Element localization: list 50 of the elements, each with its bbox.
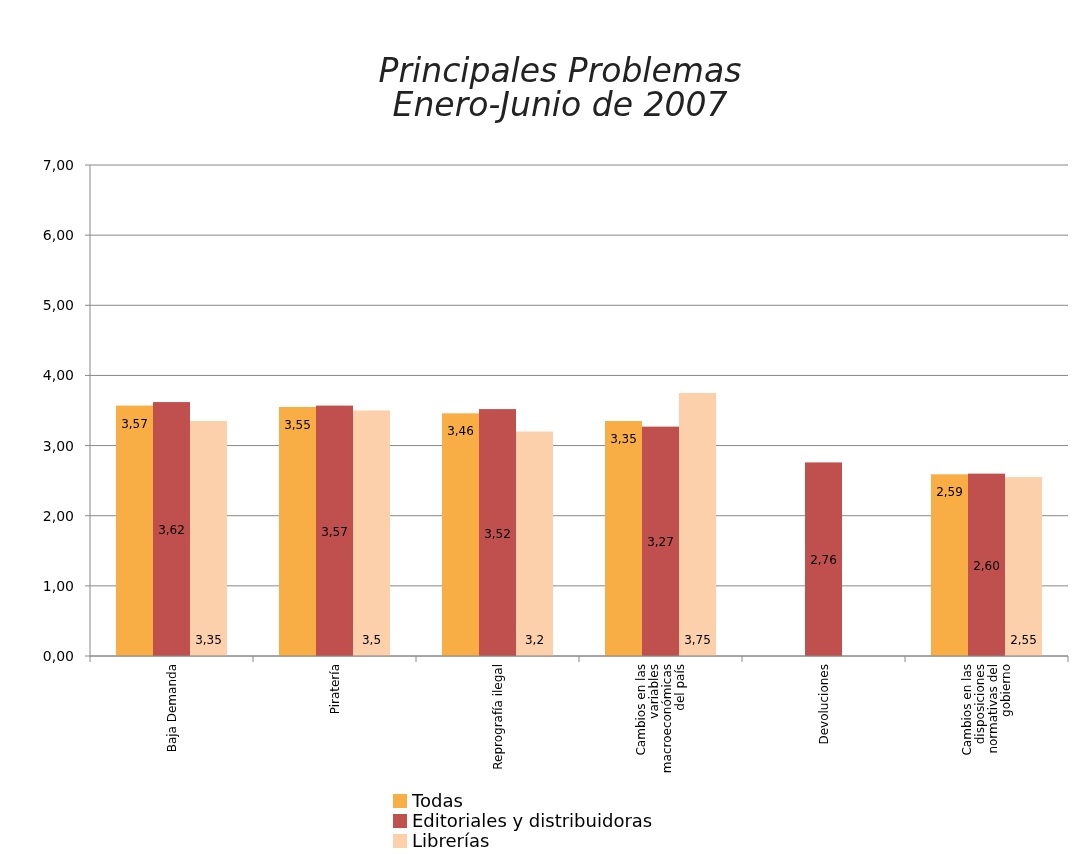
legend-label: Librerías: [412, 830, 490, 851]
bar: [116, 405, 153, 656]
bar: [1005, 477, 1042, 656]
data-label: 3,62: [158, 523, 185, 538]
bar: [279, 406, 316, 656]
data-label: 3,57: [321, 524, 348, 539]
bar: [316, 405, 353, 656]
bar: [605, 421, 642, 656]
bar: [968, 473, 1005, 656]
x-tick-label: Reprografía ilegal: [490, 664, 505, 770]
data-label: 2,59: [936, 485, 963, 500]
bar: [931, 474, 968, 656]
bar: [679, 392, 716, 656]
data-label: 2,76: [810, 553, 837, 568]
bar: [442, 413, 479, 656]
data-label: 2,55: [1010, 633, 1037, 647]
data-label: 3,5: [361, 633, 382, 647]
x-tick-label: Baja Demanda: [164, 664, 179, 753]
bar: [479, 409, 516, 656]
data-label: 3,35: [610, 432, 637, 447]
bar: [190, 421, 227, 656]
data-label: 2,60: [973, 558, 1000, 573]
bar: [805, 462, 842, 656]
data-label: 3,55: [284, 417, 311, 432]
y-tick-label: 2,00: [42, 507, 74, 524]
bar: [153, 402, 190, 656]
data-label: 3,27: [647, 535, 674, 550]
chart-title: Principales Problemas Enero-Junio de 2007: [378, 51, 742, 124]
x-tick-label: Cambios en las disposiciones normativas del gobierno: [960, 664, 1013, 756]
legend-label: Editoriales y distribuidoras: [412, 810, 653, 831]
x-tick-label: Devoluciones: [816, 664, 831, 745]
y-tick-label: 3,00: [42, 437, 74, 454]
bar: [353, 410, 390, 656]
y-tick-label: 7,00: [42, 157, 74, 173]
y-tick-label: 1,00: [42, 577, 74, 594]
x-tick-label: Piratería: [327, 664, 342, 715]
y-tick-label: 5,00: [42, 297, 74, 314]
bar: [642, 426, 679, 656]
data-label: 3,52: [484, 526, 511, 541]
y-tick-label: 6,00: [42, 227, 74, 244]
legend-label: Todas: [411, 790, 463, 811]
data-label: 3,75: [684, 633, 711, 647]
x-tick-label: Cambios en las variables macroeconómicas del país: [634, 664, 687, 774]
data-label: 3,35: [195, 633, 222, 647]
data-label: 3,46: [447, 424, 474, 439]
bar: [516, 431, 553, 656]
data-label: 3,2: [524, 633, 545, 647]
data-label: 3,57: [121, 416, 148, 431]
y-tick-label: 0,00: [42, 648, 74, 664]
y-tick-label: 4,00: [42, 367, 74, 384]
